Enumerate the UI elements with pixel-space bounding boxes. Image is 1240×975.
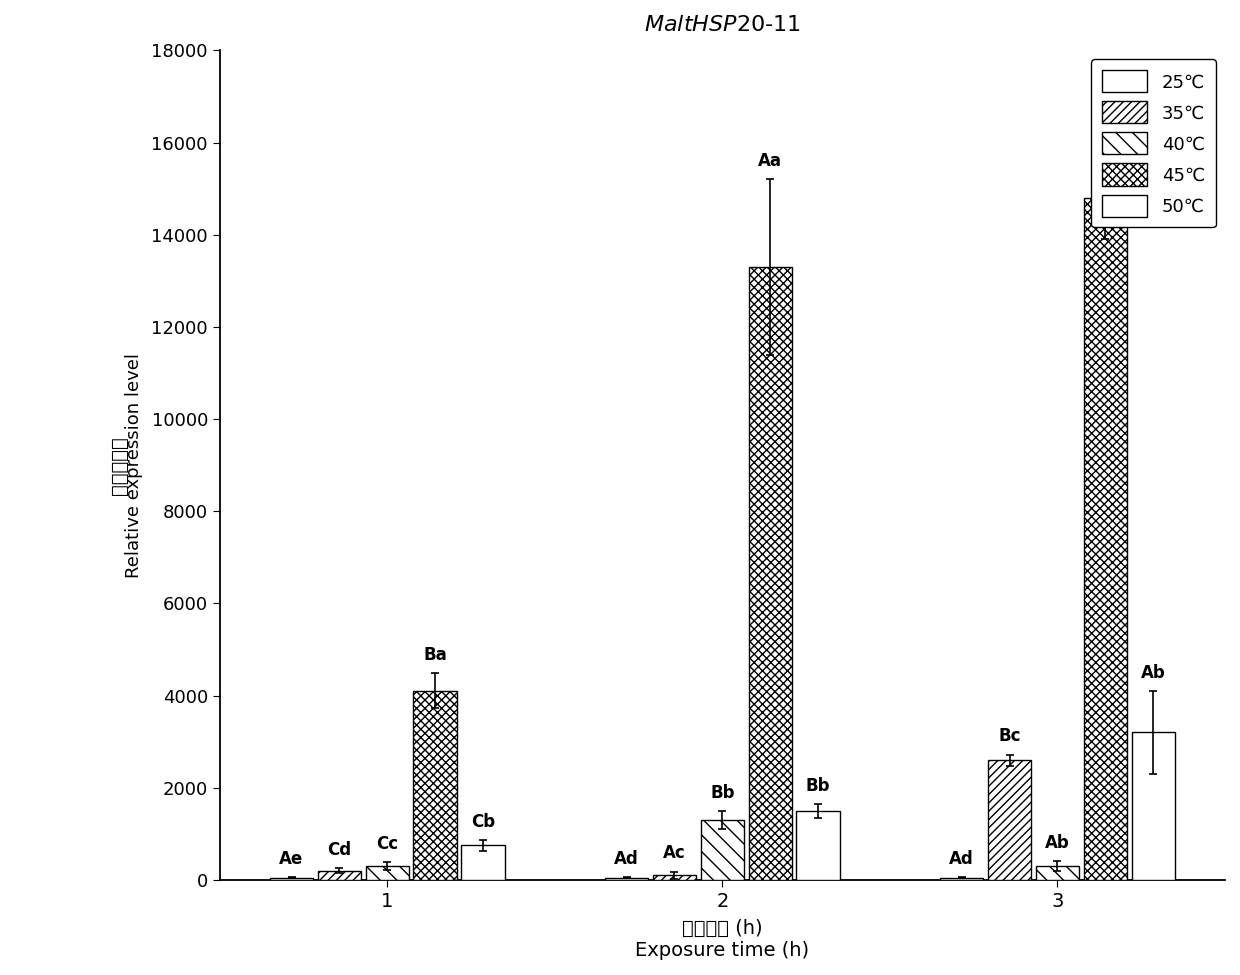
Bar [1035,866,1079,879]
Text: Cc: Cc [376,836,398,853]
Bar [317,871,361,879]
Bar [988,760,1032,879]
Text: Bb: Bb [806,777,831,795]
Text: Bb: Bb [711,784,734,801]
Bar [461,845,505,879]
Bar [1132,732,1176,879]
Text: Aa: Aa [759,152,782,171]
Text: Cb: Cb [471,812,495,831]
Text: Ad: Ad [950,849,973,868]
Text: Cd: Cd [327,841,351,859]
X-axis label: 暴露时间 (h)
Exposure time (h): 暴露时间 (h) Exposure time (h) [635,919,810,960]
Bar [1084,198,1127,879]
Text: Ab: Ab [1141,664,1166,682]
Bar [270,878,314,879]
Bar [605,878,649,879]
Text: Ab: Ab [1045,835,1070,852]
Text: Ad: Ad [614,849,639,868]
Title: $\mathit{MaltHSP}$20-11: $\mathit{MaltHSP}$20-11 [644,15,801,35]
Text: Ac: Ac [663,844,686,862]
Bar [940,878,983,879]
Text: 相对表达量: 相对表达量 [110,436,129,494]
Y-axis label: Relative expression level: Relative expression level [125,353,143,577]
Bar [749,267,792,879]
Bar [413,691,458,879]
Text: Aa: Aa [1094,130,1117,147]
Bar [701,820,744,879]
Bar [366,866,409,879]
Bar [652,876,697,879]
Text: Bc: Bc [998,727,1021,745]
Legend: 25℃, 35℃, 40℃, 45℃, 50℃: 25℃, 35℃, 40℃, 45℃, 50℃ [1091,59,1216,227]
Text: Ae: Ae [279,849,304,868]
Text: Ba: Ba [423,646,448,664]
Bar [796,811,839,879]
